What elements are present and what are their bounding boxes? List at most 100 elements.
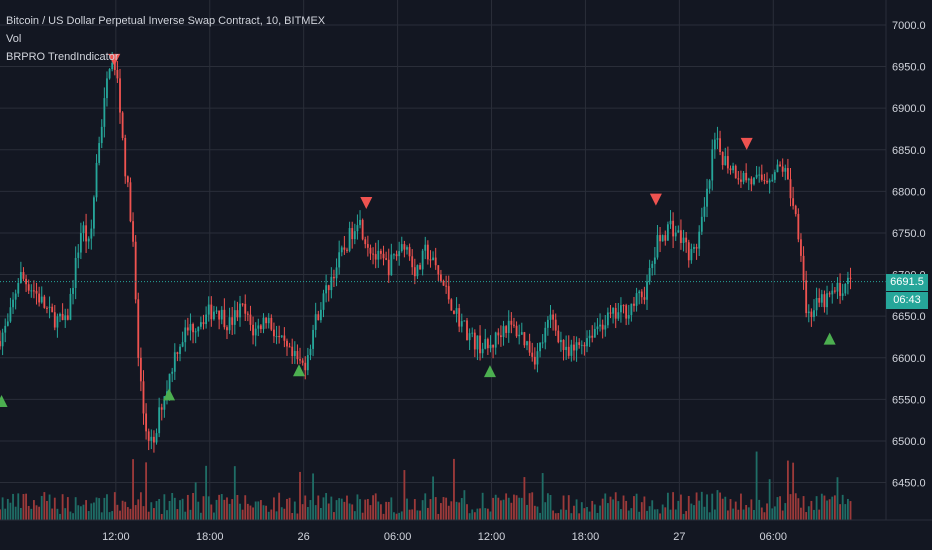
- volume-bar: [664, 507, 667, 520]
- candle-body: [463, 320, 466, 322]
- candle-body: [604, 325, 607, 330]
- candle-body: [831, 290, 834, 295]
- volume-bar: [343, 501, 346, 520]
- candle-body: [205, 314, 208, 325]
- volume-bar: [494, 494, 497, 520]
- volume-indicator-label[interactable]: Vol: [6, 33, 22, 45]
- candle-body: [779, 164, 781, 167]
- candle-body: [484, 339, 487, 349]
- volume-bar: [103, 497, 106, 520]
- volume-bar: [794, 493, 797, 520]
- candle-body: [833, 290, 836, 292]
- candle-body: [74, 257, 77, 288]
- volume-bar: [549, 494, 552, 520]
- volume-bar: [489, 511, 492, 520]
- candle-body: [609, 312, 612, 314]
- trend-indicator-label[interactable]: BRPRO TrendIndicator: [6, 51, 119, 63]
- candle-body: [625, 305, 628, 319]
- volume-bar: [38, 506, 41, 520]
- candle-body: [249, 314, 252, 325]
- y-tick-label: 6950.0: [892, 62, 926, 74]
- candle-body: [633, 303, 635, 306]
- candle-body: [687, 242, 690, 261]
- candle-body: [617, 312, 620, 319]
- volume-bar: [802, 496, 805, 520]
- candle-body: [296, 351, 299, 360]
- volume-bar: [578, 513, 581, 520]
- volume-bar: [455, 501, 458, 520]
- volume-bar: [252, 507, 254, 520]
- volume-bar: [471, 509, 474, 520]
- candle-body: [317, 314, 320, 321]
- volume-bar: [570, 513, 573, 520]
- candle-body: [638, 291, 641, 294]
- volume-bar: [750, 499, 753, 520]
- volume-bar: [766, 503, 768, 520]
- candle-body: [447, 286, 450, 300]
- volume-bar: [820, 493, 823, 520]
- candle-body: [481, 348, 484, 354]
- volume-bar: [627, 510, 630, 520]
- volume-bar: [40, 495, 43, 520]
- y-tick-label: 6750.0: [892, 228, 926, 240]
- volume-bar: [693, 505, 695, 520]
- candle-body: [815, 297, 818, 311]
- volume-bar: [442, 497, 445, 520]
- candle-body: [606, 312, 609, 326]
- volume-bar: [346, 495, 348, 520]
- candle-body: [90, 228, 93, 239]
- volume-bar: [826, 500, 828, 520]
- candle-body: [818, 297, 821, 303]
- volume-bar: [760, 507, 763, 520]
- volume-bar: [682, 513, 685, 520]
- y-tick-label: 7000.0: [892, 20, 926, 32]
- volume-bar: [398, 512, 401, 520]
- candle-body: [179, 346, 181, 354]
- volume-bar: [674, 509, 677, 520]
- symbol-title[interactable]: Bitcoin / US Dollar Perpetual Inverse Sw…: [6, 15, 326, 27]
- candle-body: [541, 342, 544, 344]
- volume-bar: [700, 491, 703, 520]
- candle-body: [445, 285, 448, 287]
- candle-body: [359, 219, 361, 226]
- candle-body: [682, 237, 685, 243]
- candle-body: [596, 326, 599, 330]
- volume-bar: [377, 501, 380, 520]
- candle-body: [734, 165, 737, 179]
- volume-bar: [523, 477, 526, 520]
- volume-bar: [846, 498, 849, 520]
- volume-bar: [823, 495, 826, 520]
- candle-body: [659, 235, 661, 242]
- candle-body: [25, 278, 28, 285]
- volume-bar: [648, 506, 651, 520]
- volume-bar: [137, 499, 140, 520]
- volume-bar: [763, 512, 766, 520]
- candle-body: [12, 299, 14, 308]
- volume-bar: [61, 494, 64, 520]
- candle-body: [797, 214, 800, 240]
- buy-arrow-marker: [0, 395, 8, 408]
- volume-bar: [153, 508, 155, 520]
- volume-bar: [359, 499, 361, 520]
- candle-body: [813, 310, 815, 318]
- candle-body: [226, 327, 228, 331]
- volume-bar: [213, 512, 215, 520]
- volume-bar: [486, 508, 489, 520]
- candle-body: [390, 254, 393, 276]
- candle-body: [784, 168, 787, 172]
- volume-bar: [510, 502, 513, 520]
- price-axis-panel[interactable]: [886, 0, 932, 520]
- volume-bar: [186, 494, 189, 520]
- candle-body: [210, 304, 213, 320]
- volume-bar: [659, 513, 661, 520]
- candle-body: [280, 335, 283, 337]
- candle-body: [142, 381, 145, 414]
- candle-body: [664, 235, 667, 241]
- time-axis-panel[interactable]: [0, 520, 932, 550]
- volume-bar: [330, 496, 333, 520]
- candle-body: [220, 309, 223, 320]
- volume-bar: [797, 498, 800, 520]
- volume-bar: [33, 500, 35, 520]
- candle-body: [98, 143, 101, 163]
